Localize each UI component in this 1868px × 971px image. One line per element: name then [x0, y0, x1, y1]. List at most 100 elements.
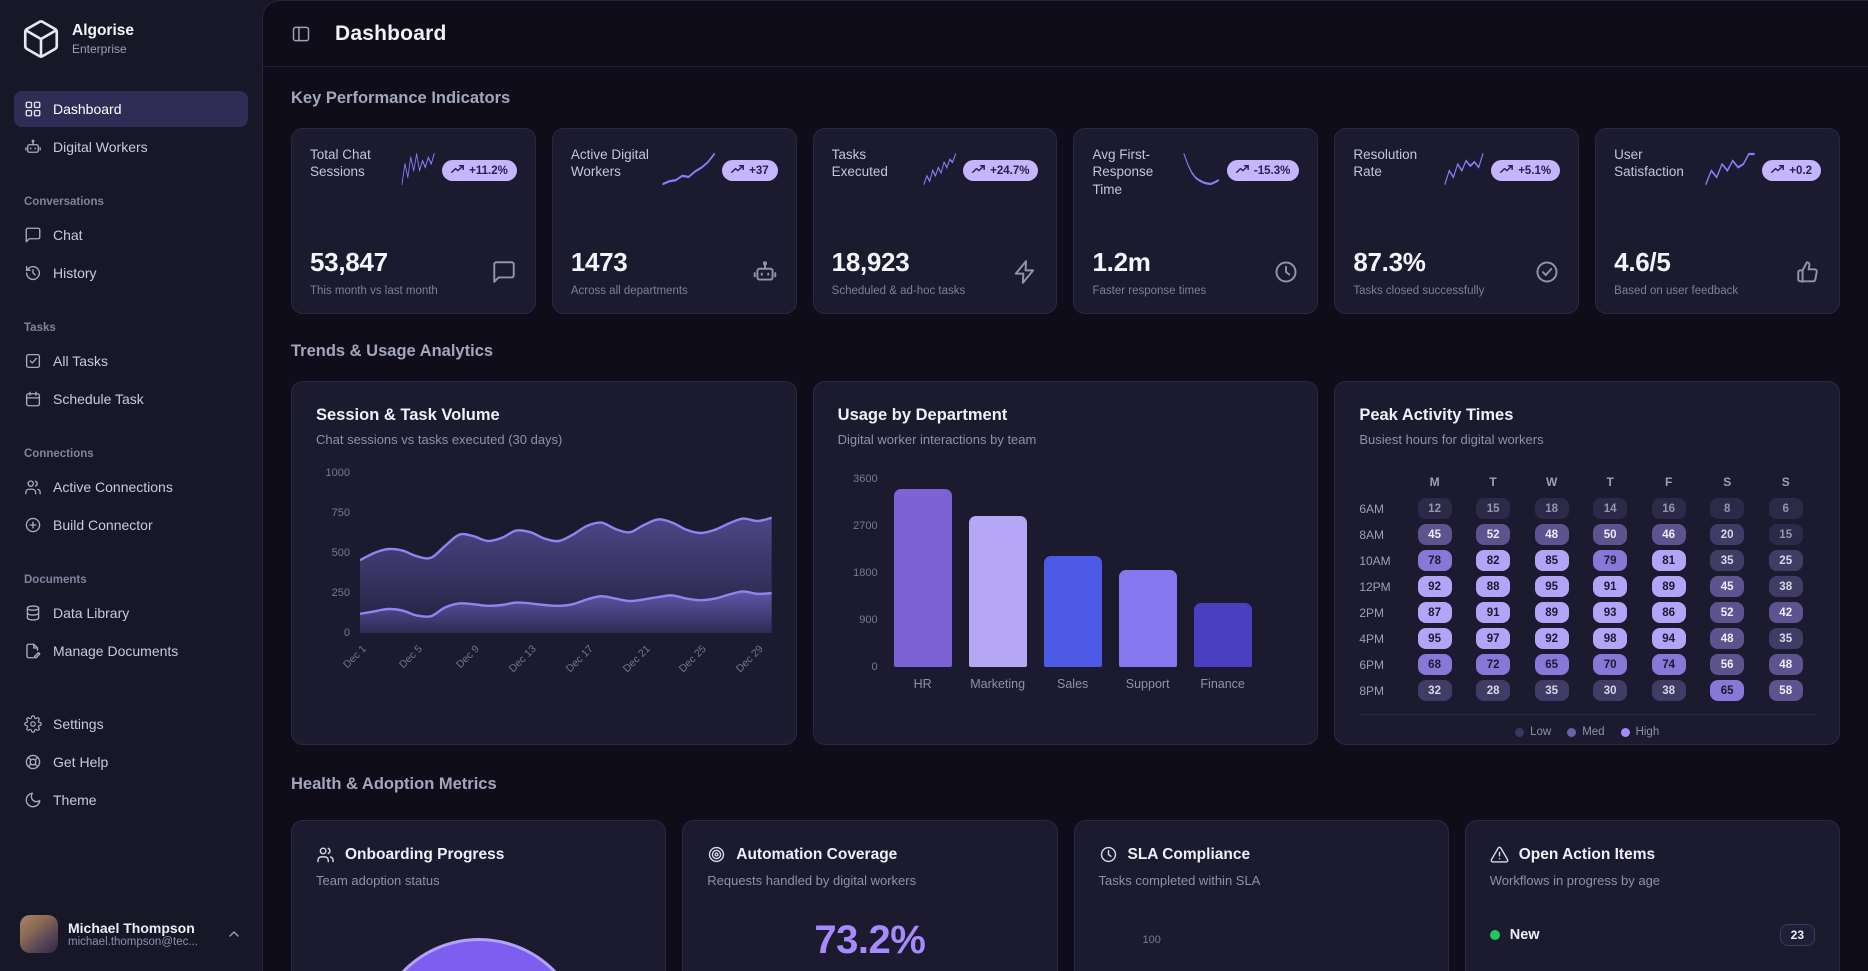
heatmap-cell: 35 [1534, 680, 1569, 701]
kpi-value: 53,847 [310, 247, 388, 277]
trend-up-icon [451, 164, 465, 177]
health-grid: Onboarding Progress Team adoption status A… [291, 820, 1840, 971]
heatmap-hour-label: 12PM [1359, 579, 1391, 594]
x-tick: Dec 1 [340, 643, 369, 671]
health-card-title: SLA Compliance [1127, 845, 1251, 863]
kpi-label: Total Chat Sessions [310, 147, 371, 180]
kpi-trend-badge: +24.7% [963, 160, 1039, 181]
sidebar-item-theme[interactable]: Theme [14, 782, 248, 818]
kpi-subtitle: Across all departments [570, 285, 688, 297]
kpi-sparkline [401, 152, 435, 186]
heatmap-day-header: W [1545, 475, 1558, 489]
sidebar-item-label: Dashboard [53, 101, 122, 117]
check-circle-icon [1534, 259, 1560, 285]
database-icon [24, 604, 42, 622]
action-item-count-badge: 23 [1779, 924, 1815, 946]
sidebar-item-settings[interactable]: Settings [14, 706, 248, 742]
sidebar-item-label: Schedule Task [53, 391, 144, 407]
sla-axis-tick: 100 [1142, 934, 1161, 946]
heatmap-cell: 56 [1710, 654, 1745, 675]
bar-category: Sales [1057, 677, 1089, 691]
health-card-title: Open Action Items [1518, 845, 1656, 863]
kpi-subtitle: Tasks closed successfully [1353, 285, 1485, 297]
heatmap-cell: 65 [1710, 680, 1745, 701]
heatmap-cell: 92 [1417, 576, 1452, 597]
heatmap-cell: 12 [1417, 498, 1452, 519]
heatmap-cell: 20 [1710, 524, 1745, 545]
heatmap-cell: 28 [1476, 680, 1511, 701]
heatmap-cell: 89 [1651, 576, 1686, 597]
heatmap-legend: Low Med High [1359, 714, 1815, 738]
x-tick: Dec 29 [733, 643, 766, 676]
sidebar-item-label: Build Connector [53, 517, 153, 533]
heatmap: M T W T F S S 6AM 12 15 18 14 16 8 6 8AM 45 52 48 50 46 20 15 1… [1359, 475, 1815, 738]
kpi-card-tasks-executed: Tasks Executed +24.7% 18,923 Scheduled & ad… [812, 128, 1058, 314]
health-card-open-action-items: Open Action Items Workflows in progress b… [1464, 820, 1840, 971]
sidebar-item-label: Digital Workers [53, 139, 148, 155]
check-square-icon [24, 352, 42, 370]
sidebar-item-digital-workers[interactable]: Digital Workers [14, 129, 248, 165]
kpi-label: Tasks Executed [831, 147, 888, 180]
bar-marketing [968, 515, 1027, 667]
heatmap-cell: 98 [1593, 628, 1628, 649]
settings-icon [24, 715, 42, 733]
heatmap-cell: 92 [1534, 628, 1569, 649]
bar-category: Support [1125, 677, 1170, 691]
sidebar-item-label: Data Library [53, 605, 130, 621]
health-card-title: Onboarding Progress [345, 845, 505, 863]
kpi-badge-value: -15.3% [1253, 164, 1291, 177]
kpi-sparkline [1705, 152, 1755, 186]
health-card-automation-coverage: Automation Coverage Requests handled by d… [682, 820, 1058, 971]
sidebar-item-all-tasks[interactable]: All Tasks [14, 343, 248, 379]
y-tick: 750 [331, 507, 350, 519]
user-menu[interactable]: Michael Thompson michael.thompson@tec... [14, 909, 248, 955]
y-tick: 500 [331, 547, 350, 559]
user-name: Michael Thompson [68, 920, 195, 936]
heatmap-cell: 70 [1593, 654, 1628, 675]
x-tick: Dec 21 [620, 643, 653, 676]
area-chart: 1000 750 500 250 0 Dec 1 Dec 5 Dec 9 Dec 13 Dec 1… [316, 467, 772, 681]
bar-chart-card: Usage by Department Digital worker inter… [812, 381, 1319, 745]
bar-plot [888, 479, 1294, 667]
heatmap-hour-label: 8AM [1359, 527, 1385, 542]
history-icon [24, 264, 42, 282]
heatmap-day-header: T [1606, 475, 1614, 489]
heatmap-day-header: S [1723, 475, 1732, 489]
users-icon [316, 845, 335, 864]
legend-item-high: High [1620, 726, 1660, 738]
bot-icon [24, 138, 42, 156]
legend-label: High [1635, 726, 1660, 738]
sidebar: Algorise Enterprise Dashboard Digital Wor… [0, 0, 262, 971]
health-card-subtitle: Workflows in progress by age [1489, 873, 1661, 888]
trend-up-icon [1500, 164, 1514, 177]
sidebar-item-history[interactable]: History [14, 255, 248, 291]
sidebar-item-chat[interactable]: Chat [14, 217, 248, 253]
chevron-up-icon[interactable] [226, 926, 242, 942]
sidebar-toggle-icon[interactable] [291, 24, 311, 44]
heatmap-cell: 68 [1417, 654, 1452, 675]
sidebar-item-dashboard[interactable]: Dashboard [14, 91, 248, 127]
sidebar-item-active-connections[interactable]: Active Connections [14, 469, 248, 505]
sidebar-item-label: All Tasks [53, 353, 108, 369]
sidebar-item-build-connector[interactable]: Build Connector [14, 507, 248, 543]
status-dot-icon [1489, 930, 1500, 940]
sidebar-item-get-help[interactable]: Get Help [14, 744, 248, 780]
brand: Algorise Enterprise [14, 18, 248, 60]
heatmap-cell: 52 [1710, 602, 1745, 623]
bar-finance [1193, 603, 1252, 667]
heatmap-cell: 42 [1768, 602, 1803, 623]
legend-label: Low [1530, 726, 1552, 738]
users-icon [24, 478, 42, 496]
kpi-card-user-satisfaction: User Satisfaction +0.2 4.6/5 Based on user … [1595, 128, 1840, 314]
bar-chart-title: Usage by Department [837, 406, 1008, 424]
heatmap-day-header: F [1665, 475, 1673, 489]
heatmap-cell: 88 [1476, 576, 1511, 597]
y-tick: 1000 [325, 467, 350, 479]
sidebar-item-schedule-task[interactable]: Schedule Task [14, 381, 248, 417]
heatmap-hour-label: 10AM [1359, 553, 1391, 568]
sidebar-item-manage-documents[interactable]: Manage Documents [14, 633, 248, 669]
alert-triangle-icon [1490, 845, 1509, 864]
sidebar-item-data-library[interactable]: Data Library [14, 595, 248, 631]
sidebar-item-label: Settings [53, 716, 104, 732]
action-item-label: New [1509, 927, 1540, 943]
